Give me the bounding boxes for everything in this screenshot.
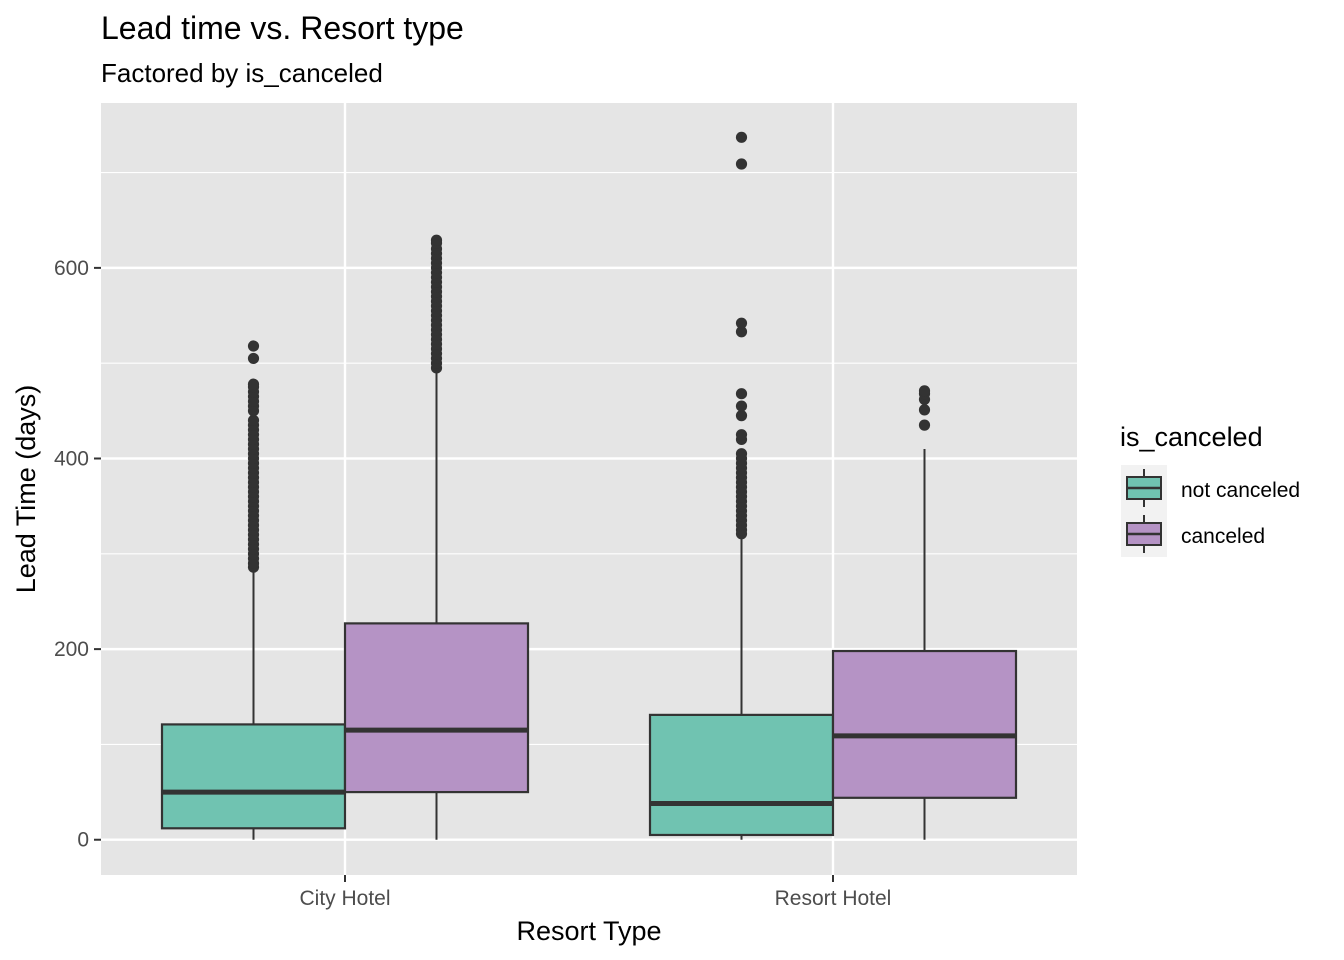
box-iqr (831, 649, 1018, 799)
legend-label-not-canceled: not canceled (1181, 479, 1300, 502)
outlier-point (735, 317, 748, 329)
legend-key-not-canceled (1121, 465, 1167, 511)
legend-label-canceled: canceled (1181, 525, 1265, 548)
box-iqr (648, 713, 835, 837)
x-axis: City Hotel Resort Hotel (299, 875, 891, 910)
legend-key-canceled (1121, 511, 1167, 557)
box-canceled-resort-hotel (831, 385, 1018, 840)
outlier-point (918, 385, 931, 397)
box-not-canceled-city-hotel (160, 340, 347, 840)
x-tick-label: City Hotel (299, 887, 390, 910)
box-canceled-city-hotel (343, 234, 530, 840)
legend: is_canceled not canceled canceled (1120, 422, 1300, 557)
outlier-point (735, 400, 748, 412)
y-axis: 0 200 400 600 (54, 257, 101, 852)
outlier-point (430, 234, 443, 246)
outlier-point (735, 158, 748, 170)
chart-subtitle: Factored by is_canceled (101, 58, 383, 88)
y-axis-title: Lead Time (days) (11, 385, 41, 594)
x-tick-label: Resort Hotel (775, 887, 892, 910)
outlier-point (918, 419, 931, 431)
boxplot-series (160, 131, 1018, 840)
outlier-point (735, 131, 748, 143)
outlier-point (247, 340, 260, 352)
x-axis-title: Resort Type (516, 916, 661, 946)
box-iqr (160, 723, 347, 830)
outlier-point (247, 414, 260, 426)
box-not-canceled-resort-hotel (648, 131, 835, 840)
outlier-point (735, 429, 748, 441)
outlier-point (735, 388, 748, 400)
outlier-point (735, 410, 748, 422)
outlier-point (735, 448, 748, 460)
y-tick-label: 400 (54, 448, 89, 471)
outlier-point (918, 404, 931, 416)
outlier-point (735, 326, 748, 338)
chart-title: Lead time vs. Resort type (101, 10, 464, 46)
outlier-point (247, 352, 260, 365)
y-tick-label: 200 (54, 638, 89, 661)
box-iqr (343, 622, 530, 794)
outlier-point (247, 378, 260, 390)
y-tick-label: 0 (77, 829, 89, 852)
legend-title: is_canceled (1120, 422, 1263, 452)
y-tick-label: 600 (54, 257, 89, 280)
